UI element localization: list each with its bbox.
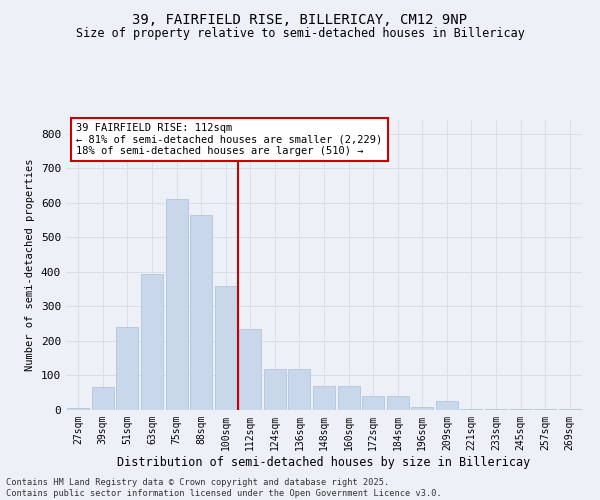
Bar [509, 409, 532, 410]
Bar [338, 386, 359, 410]
Bar [362, 396, 384, 410]
Bar [485, 409, 507, 410]
Bar [141, 274, 163, 410]
Bar [166, 200, 188, 410]
Bar [215, 286, 237, 410]
Bar [264, 368, 286, 410]
Y-axis label: Number of semi-detached properties: Number of semi-detached properties [25, 159, 35, 371]
X-axis label: Distribution of semi-detached houses by size in Billericay: Distribution of semi-detached houses by … [118, 456, 530, 468]
Bar [411, 406, 433, 410]
Text: 39 FAIRFIELD RISE: 112sqm
← 81% of semi-detached houses are smaller (2,229)
18% : 39 FAIRFIELD RISE: 112sqm ← 81% of semi-… [76, 123, 383, 156]
Text: 39, FAIRFIELD RISE, BILLERICAY, CM12 9NP: 39, FAIRFIELD RISE, BILLERICAY, CM12 9NP [133, 12, 467, 26]
Bar [436, 402, 458, 410]
Bar [239, 329, 262, 410]
Bar [386, 396, 409, 410]
Text: Size of property relative to semi-detached houses in Billericay: Size of property relative to semi-detach… [76, 28, 524, 40]
Bar [190, 215, 212, 410]
Bar [460, 409, 482, 410]
Bar [534, 409, 556, 410]
Text: Contains HM Land Registry data © Crown copyright and database right 2025.
Contai: Contains HM Land Registry data © Crown c… [6, 478, 442, 498]
Bar [92, 386, 114, 410]
Bar [313, 386, 335, 410]
Bar [116, 327, 139, 410]
Bar [67, 408, 89, 410]
Bar [289, 368, 310, 410]
Bar [559, 409, 581, 410]
